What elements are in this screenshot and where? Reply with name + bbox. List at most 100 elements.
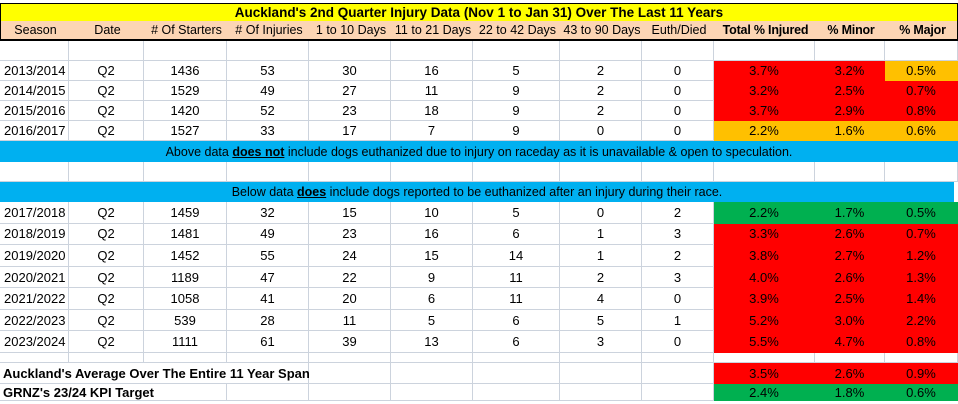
cell[interactable]: 18 bbox=[391, 101, 473, 121]
column-header[interactable]: # Of Injuries bbox=[235, 22, 303, 37]
cell[interactable]: 3.7% bbox=[714, 101, 815, 121]
cell[interactable]: 2 bbox=[560, 61, 642, 81]
cell[interactable] bbox=[227, 384, 309, 401]
cell[interactable]: 4 bbox=[560, 288, 642, 310]
cell[interactable]: 2016/2017 bbox=[0, 121, 69, 141]
cell[interactable] bbox=[642, 41, 714, 61]
cell[interactable]: 2020/2021 bbox=[0, 266, 69, 289]
cell[interactable]: 16 bbox=[391, 61, 473, 81]
column-header[interactable]: 43 to 90 Days bbox=[563, 22, 641, 37]
cell[interactable]: 16 bbox=[391, 223, 473, 246]
cell[interactable]: 9 bbox=[473, 121, 560, 141]
cell[interactable]: 2015/2016 bbox=[0, 101, 69, 121]
cell[interactable] bbox=[714, 162, 815, 182]
cell[interactable]: 11 bbox=[391, 81, 473, 101]
cell[interactable] bbox=[560, 363, 642, 384]
cell[interactable]: 22 bbox=[309, 266, 391, 289]
cell[interactable]: Q2 bbox=[69, 61, 144, 81]
cell[interactable] bbox=[885, 353, 958, 363]
cell[interactable] bbox=[144, 41, 227, 61]
cell[interactable]: 0 bbox=[642, 61, 714, 81]
cell[interactable]: 11 bbox=[473, 288, 560, 310]
cell[interactable] bbox=[815, 353, 885, 363]
cell[interactable] bbox=[473, 41, 560, 61]
cell[interactable]: 2021/2022 bbox=[0, 288, 69, 310]
cell[interactable]: 5 bbox=[473, 202, 560, 224]
cell[interactable] bbox=[642, 162, 714, 182]
cell[interactable]: 23 bbox=[309, 101, 391, 121]
cell[interactable]: Q2 bbox=[69, 309, 144, 332]
column-header[interactable]: # Of Starters bbox=[151, 22, 222, 37]
cell[interactable] bbox=[560, 353, 642, 363]
cell[interactable]: Q2 bbox=[69, 202, 144, 224]
cell[interactable]: 6 bbox=[473, 309, 560, 332]
cell[interactable] bbox=[642, 363, 714, 384]
cell[interactable]: 3 bbox=[642, 223, 714, 246]
cell[interactable]: 30 bbox=[309, 61, 391, 81]
cell[interactable] bbox=[642, 384, 714, 401]
cell[interactable]: 15 bbox=[391, 245, 473, 267]
cell[interactable]: 2 bbox=[560, 266, 642, 289]
cell[interactable] bbox=[69, 41, 144, 61]
cell[interactable]: Q2 bbox=[69, 121, 144, 141]
cell[interactable]: 0 bbox=[560, 121, 642, 141]
cell[interactable]: 2014/2015 bbox=[0, 81, 69, 101]
cell[interactable]: 1.2% bbox=[885, 245, 958, 267]
note-above-row[interactable]: Above data does not include dogs euthani… bbox=[0, 141, 958, 162]
cell[interactable]: 2019/2020 bbox=[0, 245, 69, 267]
cell[interactable]: 1 bbox=[642, 309, 714, 332]
cell[interactable] bbox=[391, 363, 473, 384]
cell[interactable]: 6 bbox=[473, 223, 560, 246]
cell[interactable]: 3.3% bbox=[714, 223, 815, 246]
cell[interactable]: 55 bbox=[227, 245, 309, 267]
cell[interactable] bbox=[473, 384, 560, 401]
cell[interactable]: 2.2% bbox=[714, 121, 815, 141]
cell[interactable] bbox=[391, 41, 473, 61]
cell[interactable]: Q2 bbox=[69, 101, 144, 121]
cell[interactable]: 0.6% bbox=[885, 121, 958, 141]
column-header[interactable]: % Minor bbox=[827, 22, 875, 37]
summary-average-major-cell[interactable]: 0.9% bbox=[885, 363, 958, 384]
cell[interactable]: 2.5% bbox=[815, 81, 885, 101]
cell[interactable]: 1189 bbox=[144, 266, 227, 289]
cell[interactable]: Q2 bbox=[69, 266, 144, 289]
cell[interactable]: 2018/2019 bbox=[0, 223, 69, 246]
cell[interactable]: 0 bbox=[642, 288, 714, 310]
cell[interactable] bbox=[391, 353, 473, 363]
cell[interactable]: 6 bbox=[473, 331, 560, 354]
cell[interactable]: 1 bbox=[560, 223, 642, 246]
cell[interactable]: 1058 bbox=[144, 288, 227, 310]
cell[interactable] bbox=[69, 353, 144, 363]
cell[interactable]: 3.9% bbox=[714, 288, 815, 310]
cell[interactable] bbox=[815, 41, 885, 61]
cell[interactable]: 11 bbox=[473, 266, 560, 289]
cell[interactable]: 0 bbox=[642, 101, 714, 121]
summary-average-minor-cell[interactable]: 2.6% bbox=[815, 363, 885, 384]
cell[interactable]: 3.2% bbox=[714, 81, 815, 101]
cell[interactable]: 53 bbox=[227, 61, 309, 81]
note-below-row[interactable]: Below data does include dogs reported to… bbox=[0, 182, 958, 202]
cell[interactable]: 5 bbox=[473, 61, 560, 81]
summary-kpi-label[interactable]: GRNZ's 23/24 KPI Target bbox=[0, 384, 227, 401]
cell[interactable]: 0.7% bbox=[885, 223, 958, 246]
cell[interactable]: 52 bbox=[227, 101, 309, 121]
cell[interactable]: 0.5% bbox=[885, 202, 958, 224]
cell[interactable]: 0 bbox=[642, 121, 714, 141]
cell[interactable]: 2.2% bbox=[714, 202, 815, 224]
cell[interactable] bbox=[227, 41, 309, 61]
cell[interactable]: 3.2% bbox=[815, 61, 885, 81]
summary-kpi-minor-cell[interactable]: 1.8% bbox=[815, 384, 885, 401]
cell[interactable]: 1.6% bbox=[815, 121, 885, 141]
cell[interactable]: 20 bbox=[309, 288, 391, 310]
cell[interactable]: 1420 bbox=[144, 101, 227, 121]
cell[interactable] bbox=[473, 353, 560, 363]
cell[interactable]: 2.7% bbox=[815, 245, 885, 267]
column-header[interactable]: 1 to 10 Days bbox=[315, 22, 387, 37]
cell[interactable]: 2 bbox=[642, 245, 714, 267]
column-header[interactable]: Total % Injured bbox=[722, 22, 809, 37]
cell[interactable]: 11 bbox=[309, 309, 391, 332]
cell[interactable]: 1452 bbox=[144, 245, 227, 267]
summary-kpi-major-cell[interactable]: 0.6% bbox=[885, 384, 958, 401]
cell[interactable] bbox=[309, 353, 391, 363]
cell[interactable] bbox=[714, 353, 815, 363]
